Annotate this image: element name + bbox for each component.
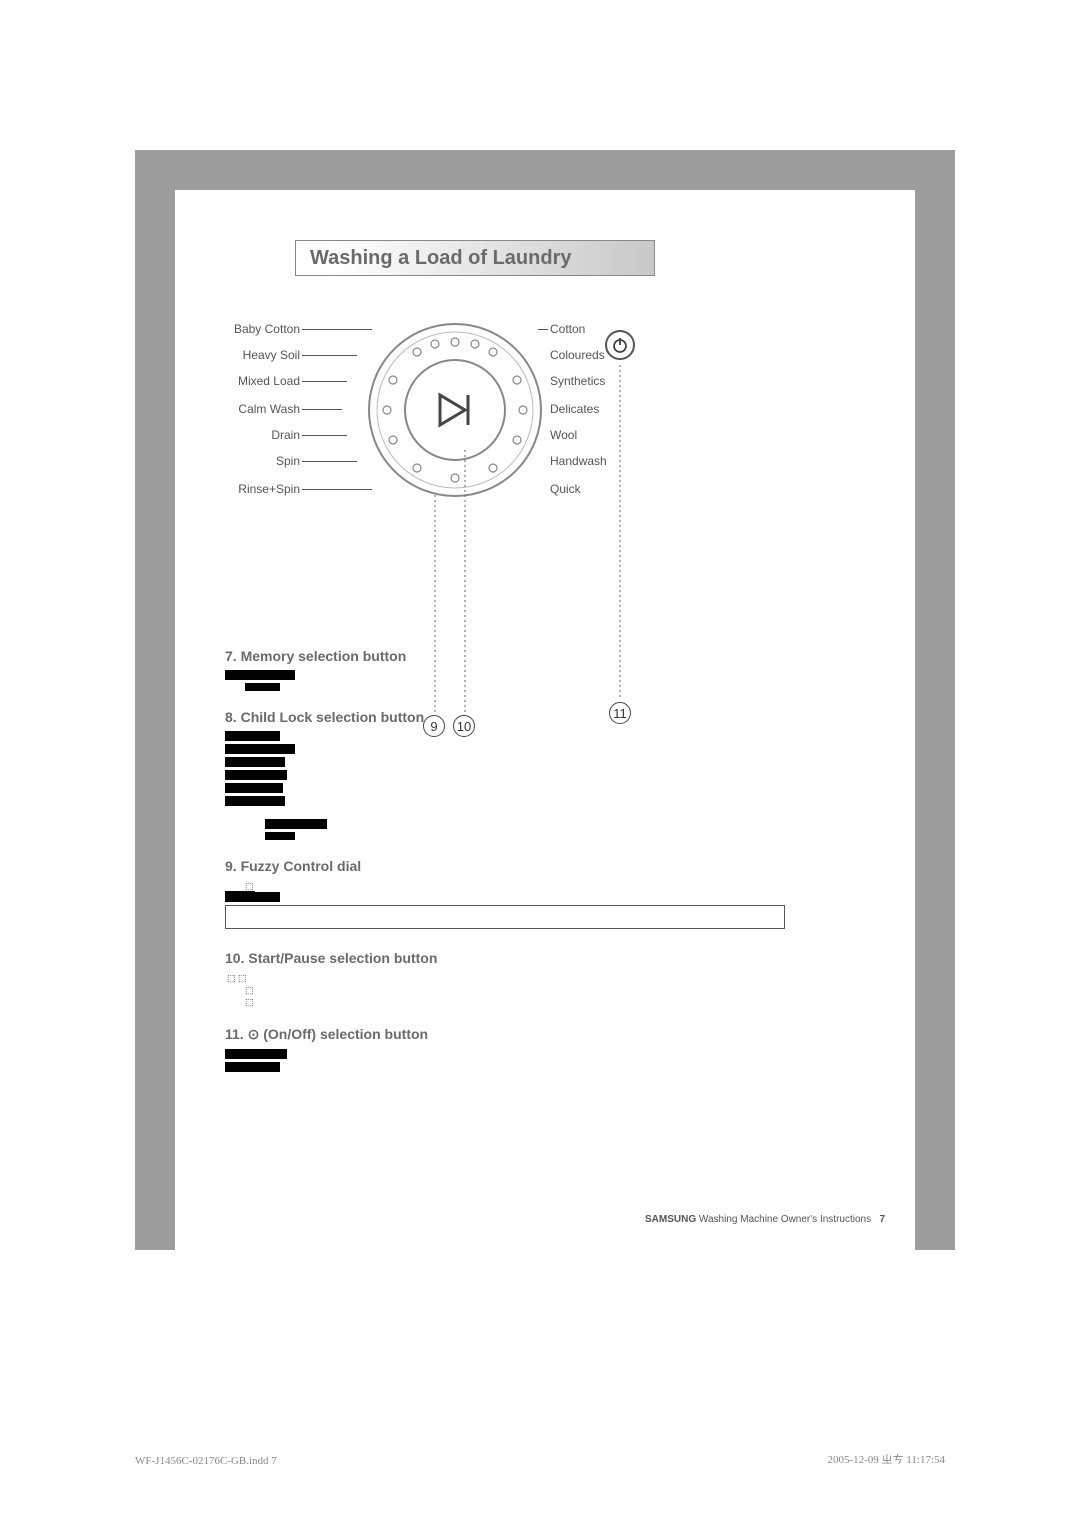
- section-title: Memory selection button: [241, 648, 407, 664]
- prog-spin: Spin: [205, 454, 300, 468]
- section-num: 10.: [225, 950, 244, 966]
- redacted-text: [225, 744, 295, 754]
- footer-brand: SAMSUNG: [645, 1214, 696, 1225]
- doc-footer-left: WF-J1456C-02176C-GB.indd 7: [135, 1455, 277, 1467]
- conn-line: [302, 461, 357, 462]
- frame-top: [135, 150, 915, 190]
- prog-delicates: Delicates: [550, 402, 645, 416]
- dial-diagram: Baby Cotton Heavy Soil Mixed Load Calm W…: [205, 320, 805, 570]
- prog-mixed-load: Mixed Load: [205, 374, 300, 388]
- footer-text: Washing Machine Owner's Instructions: [699, 1214, 871, 1225]
- page-content: Washing a Load of Laundry Baby Cotton He…: [175, 190, 915, 1250]
- conn-line: [302, 355, 357, 356]
- redacted-text: [225, 757, 285, 767]
- conn-line: [302, 381, 347, 382]
- frame-left: [135, 150, 175, 1250]
- glyph-text: ⬚: [245, 880, 785, 892]
- prog-wool: Wool: [550, 428, 645, 442]
- prog-calm-wash: Calm Wash: [205, 402, 300, 416]
- control-dial: [365, 320, 545, 500]
- dial-svg: [365, 320, 545, 500]
- redacted-text: [225, 783, 283, 793]
- redacted-text: [265, 819, 327, 829]
- glyph-text: ⬚: [245, 984, 785, 996]
- prog-quick: Quick: [550, 482, 645, 496]
- redacted-text: [245, 683, 280, 691]
- redacted-text: [225, 1049, 287, 1059]
- prog-handwash: Handwash: [550, 454, 645, 468]
- section-num: 11.: [225, 1026, 244, 1042]
- section-9-heading: 9. Fuzzy Control dial: [225, 858, 785, 874]
- section-8-heading: 8. Child Lock selection button: [225, 709, 785, 725]
- redacted-text: [225, 731, 280, 741]
- page-title-box: Washing a Load of Laundry: [295, 240, 655, 276]
- section-10-heading: 10. Start/Pause selection button: [225, 950, 785, 966]
- section-title: ⊙ (On/Off) selection button: [248, 1026, 429, 1042]
- section-title: Fuzzy Control dial: [241, 858, 362, 874]
- glyph-text: ⬚ ⬚: [227, 972, 785, 984]
- power-icon: [605, 330, 635, 360]
- section-title: Start/Pause selection button: [248, 950, 437, 966]
- prog-baby-cotton: Baby Cotton: [205, 322, 300, 336]
- redacted-text: [225, 670, 295, 680]
- section-11-heading: 11. ⊙ (On/Off) selection button: [225, 1026, 785, 1043]
- section-num: 8.: [225, 709, 237, 725]
- conn-line: [302, 409, 342, 410]
- frame-right: [915, 150, 955, 1250]
- section-num: 7.: [225, 648, 237, 664]
- conn-line: [302, 435, 347, 436]
- section-num: 9.: [225, 858, 237, 874]
- prog-heavy-soil: Heavy Soil: [205, 348, 300, 362]
- glyph-text: ⬚: [245, 996, 785, 1008]
- footer-page: 7: [879, 1214, 885, 1225]
- sections: 7. Memory selection button 8. Child Lock…: [225, 630, 785, 1075]
- redacted-text: [225, 770, 287, 780]
- conn-line: [302, 329, 372, 330]
- section-7-heading: 7. Memory selection button: [225, 648, 785, 664]
- page-footer: SAMSUNG Washing Machine Owner's Instruct…: [645, 1214, 885, 1225]
- section-title: Child Lock selection button: [241, 709, 425, 725]
- redacted-text: [225, 796, 285, 806]
- doc-footer-right: 2005-12-09 ㄓㄘ 11:17:54: [827, 1451, 945, 1467]
- prog-rinse-spin: Rinse+Spin: [205, 482, 300, 496]
- redacted-text: [265, 832, 295, 840]
- prog-drain: Drain: [205, 428, 300, 442]
- redacted-text: [225, 1062, 280, 1072]
- redacted-text: [225, 891, 255, 899]
- page-title: Washing a Load of Laundry: [310, 247, 571, 270]
- conn-line: [302, 489, 372, 490]
- prog-synthetics: Synthetics: [550, 374, 645, 388]
